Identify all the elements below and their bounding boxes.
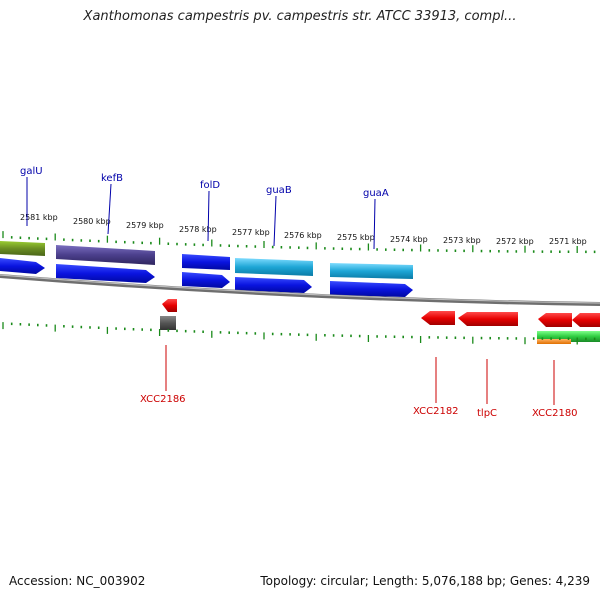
scale-label: 2576 kbp [284, 231, 322, 240]
gene-label-XCC2182[interactable]: XCC2182 [413, 406, 459, 417]
scale-label: 2578 kbp [179, 225, 217, 234]
feature-row-bottom [160, 316, 600, 344]
leader-kefB [107, 183, 112, 235]
leader-guaB [273, 195, 277, 247]
gene-label-folD[interactable]: folD [200, 180, 220, 191]
scale-label: 2581 kbp [20, 213, 58, 222]
cds-arrow-tlpC[interactable] [458, 312, 518, 326]
scale-label: 2571 kbp [549, 237, 587, 246]
guaA-feature[interactable] [330, 263, 413, 279]
green-feature[interactable] [537, 331, 600, 342]
lower-skew-track [2, 322, 596, 345]
scale-label: 2577 kbp [232, 228, 270, 237]
scale-label: 2580 kbp [73, 217, 111, 226]
gene-label-guaB[interactable]: guaB [266, 185, 292, 196]
cds-arrow-galU[interactable] [0, 258, 45, 274]
scale-label: 2579 kbp [126, 221, 164, 230]
cds-arrow-XCC2180[interactable] [538, 313, 572, 327]
galU-feature[interactable] [0, 241, 45, 256]
gene-label-XCC2180[interactable]: XCC2180 [532, 408, 578, 419]
feature-row-top [0, 241, 413, 279]
gene-label-galU[interactable]: galU [20, 166, 43, 177]
gray-feature[interactable] [160, 316, 176, 330]
scale-label: 2575 kbp [337, 233, 375, 242]
gene-label-kefB[interactable]: kefB [101, 173, 123, 184]
kefB-feature[interactable] [56, 245, 155, 265]
bottom-leader-lines [165, 345, 555, 405]
gene-label-tlpC[interactable]: tlpC [477, 408, 497, 419]
cds-arrow-guaB[interactable] [235, 277, 312, 293]
upper-skew-track [2, 231, 596, 254]
topology-text: Topology: circular; Length: 5,076,188 bp… [260, 574, 590, 588]
orange-feature[interactable] [537, 339, 571, 344]
cds-arrow-folD[interactable] [182, 272, 230, 288]
cds-arrow-guaA[interactable] [330, 281, 413, 297]
accession-text: Accession: NC_003902 [9, 574, 146, 588]
reverse-cds-track [162, 299, 600, 327]
map-title: Xanthomonas campestris pv. campestris st… [83, 9, 517, 24]
gene-label-XCC2186[interactable]: XCC2186 [140, 394, 186, 405]
genome-backbone [0, 274, 600, 306]
scale-labels: 2581 kbp 2580 kbp 2579 kbp 2578 kbp 2577… [20, 213, 587, 246]
forward-cds-track [0, 258, 413, 297]
guaB-feature[interactable] [235, 258, 313, 276]
leader-guaA [373, 198, 376, 250]
top-leader-lines [26, 177, 376, 250]
leader-folD [207, 190, 210, 242]
cds-arrow-kefB[interactable] [56, 264, 155, 283]
gene-label-guaA[interactable]: guaA [363, 188, 389, 199]
cds-arrow-XCC2186[interactable] [162, 299, 177, 312]
genome-backbone-highlight [0, 274, 600, 304]
cds-arrow-XCC2182[interactable] [421, 311, 455, 325]
scale-label: 2573 kbp [443, 236, 481, 245]
scale-label: 2572 kbp [496, 237, 534, 246]
folD-feature[interactable] [182, 254, 230, 270]
cds-arrow-next[interactable] [572, 313, 600, 327]
scale-label: 2574 kbp [390, 235, 428, 244]
